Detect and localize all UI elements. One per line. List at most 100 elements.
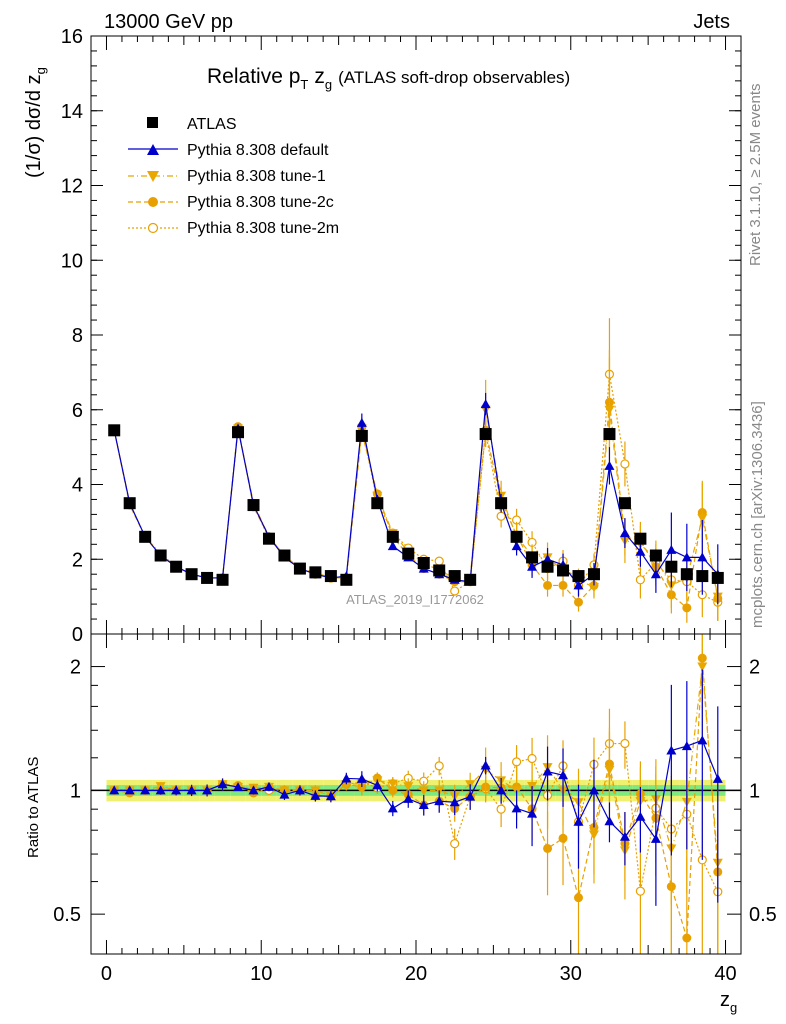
data-point [666,544,677,554]
series-line-pythia-8-308-default [113,404,719,587]
data-point [697,514,708,524]
ratio-y-label: Ratio to ATLAS [25,757,42,858]
ratio-point [558,770,569,780]
data-point [588,583,599,593]
ratio-point [619,831,630,841]
ratio-point [434,796,445,806]
data-point [635,546,646,556]
ratio-point [449,797,460,807]
data-point [634,532,647,545]
data-point [543,580,553,590]
data-point [649,549,662,562]
main-y-tick-label: 4 [72,475,83,497]
ratio-point [140,785,151,795]
data-point [574,597,583,607]
ratio-point [635,811,646,821]
process-label: Jets [693,11,730,33]
energy-label: 13000 GeV pp [104,11,233,33]
ratio-point [418,786,429,796]
ratio-point [635,886,646,896]
main-x-ticks [105,36,727,634]
ratio-point [465,791,476,801]
main-y-tick-label: 16 [61,26,83,48]
legend-marker-tune2m [147,222,159,234]
data-point [216,573,229,586]
data-point [572,570,585,583]
legend-marker-atlas [147,117,158,128]
data-point [448,570,461,583]
ratio-point [604,765,615,775]
data-point [247,499,260,512]
ratio-point [341,780,352,790]
data-point [711,571,724,584]
ratio-point [496,804,506,814]
ratio-point [233,782,244,792]
data-point [185,568,198,581]
legend-entry-tune2m: Pythia 8.308 tune-2m [128,220,339,237]
main-y-tick-label: 2 [72,549,83,571]
x-axis-label: zg [720,989,737,1015]
data-point [154,549,167,562]
legend-label-atlas: ATLAS [187,116,237,133]
data-point [511,541,522,551]
main-y-label: (1/σ) dσ/d zg [23,67,48,178]
ratio-point [109,785,120,795]
ratio-point [574,893,583,903]
data-point [278,549,291,562]
series-atlas [108,424,724,586]
ratio-point [558,833,568,843]
data-point [510,530,523,543]
data-point [618,497,631,510]
data-point [604,405,615,415]
ratio-panel: 0.5 0.5 1 1 2 2 0 10 20 30 40 Ratio to ATLAS zg [25,633,777,1015]
ratio-point [712,773,723,783]
main-y-axis: 0 2 4 6 8 10 12 14 16 [61,26,741,646]
data-point [324,570,337,583]
legend: ATLAS Pythia 8.308 default Pythia 8.308 … [128,116,339,237]
ratio-point [620,738,630,749]
data-point [464,573,477,586]
ratio-point [341,773,352,783]
ratio-point [450,839,460,849]
data-point [604,460,615,470]
ratio-point [372,780,383,790]
ratio-point [573,816,584,826]
data-point [603,428,616,441]
data-point [635,575,646,585]
ratio-y-tick-label: 1 [70,780,81,802]
ratio-series-pythia-8-308-default [109,669,723,906]
ratio-point [263,781,274,791]
ratio-point [543,843,553,853]
ratio-point [650,833,661,843]
ratio-point [588,830,599,840]
ratio-line-pythia-8-308-tune-2m [114,742,719,893]
legend-label-tune2c: Pythia 8.308 tune-2c [187,194,334,211]
ratio-point [682,933,692,943]
data-point [170,560,183,573]
ratio-point [527,808,538,818]
ratio-point [681,741,692,751]
data-point [356,417,367,427]
data-point [402,547,415,560]
ratio-point [542,766,553,776]
x-axis: 0 10 20 30 40 [101,634,737,985]
data-point [387,541,398,551]
data-point [650,569,661,579]
ratio-point [588,785,599,795]
data-point [355,429,368,442]
legend-entry-default: Pythia 8.308 default [128,142,329,159]
ratio-line-pythia-8-308-tune-2c [114,658,719,939]
x-tick-label: 30 [560,963,582,985]
data-point [558,580,568,590]
ratio-point [527,753,537,764]
data-point [201,571,214,584]
data-point [619,528,630,538]
ratio-point [294,785,305,795]
data-point [681,552,692,562]
legend-marker-tune1 [147,171,159,182]
data-point [620,459,630,469]
plot-title: Relative pT zg (ATLAS soft-drop observable… [207,65,570,92]
main-panel: 0 2 4 6 8 10 12 14 16 Relative pT zg (ATLAS soft-d… [23,26,742,646]
ratio-point [697,735,708,745]
